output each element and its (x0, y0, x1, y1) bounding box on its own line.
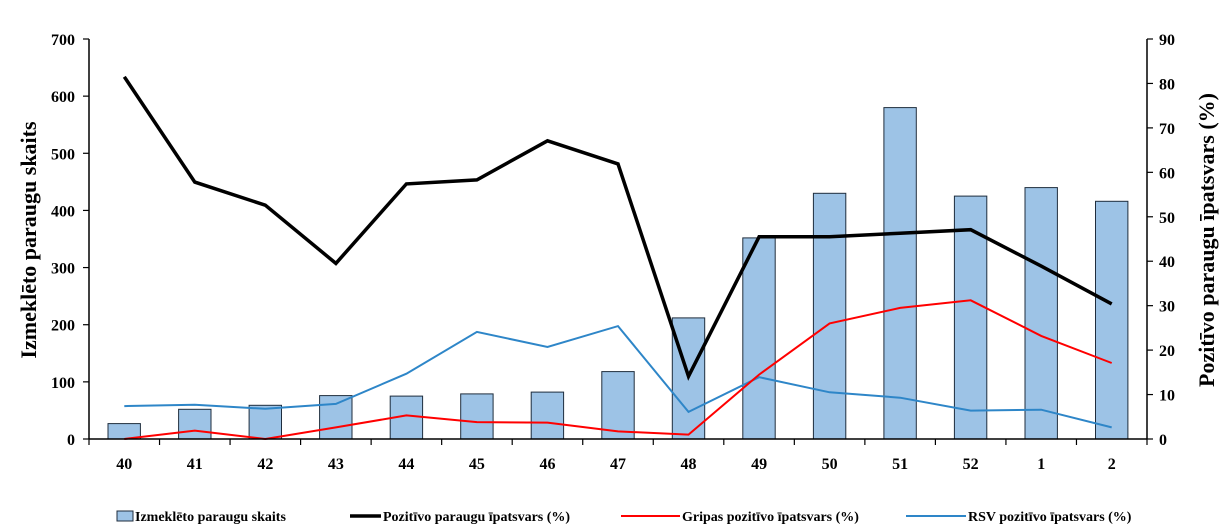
x-tick-label: 49 (751, 456, 767, 473)
y-right-tick-label: 90 (1159, 32, 1175, 49)
x-tick-label: 51 (892, 456, 908, 473)
y-right-tick-label: 0 (1159, 432, 1167, 449)
bar-47 (601, 371, 635, 440)
series-line-1 (124, 299, 1113, 441)
bar-51 (883, 107, 917, 440)
lines-layer (122, 75, 1113, 441)
x-tick-label: 40 (116, 456, 132, 473)
bar-43 (319, 395, 353, 440)
bar-50 (812, 192, 847, 440)
y-left-tick-label: 0 (67, 432, 75, 449)
bar-45 (460, 393, 494, 440)
x-tick-label: 2 (1108, 456, 1116, 473)
series-line-0 (122, 75, 1113, 381)
y-right-axis-title: Pozitīvo paraugu īpatsvars (%) (1194, 93, 1219, 387)
x-tick-label: 41 (187, 456, 203, 473)
y-right-tick-label: 80 (1159, 76, 1175, 93)
legend-label-bars: Izmeklēto paraugu skaits (135, 510, 286, 525)
x-tick-label: 1 (1037, 456, 1045, 473)
y-left-tick-label: 100 (51, 375, 75, 392)
bar-46 (530, 391, 565, 440)
y-right-tick-label: 20 (1159, 343, 1175, 360)
y-right-tick-label: 10 (1159, 388, 1175, 405)
y-right-tick-label: 50 (1159, 210, 1175, 227)
legend-swatch-bars (116, 510, 134, 522)
legend-label-line-0: Pozitīvo paraugu īpatsvars (%) (383, 510, 570, 525)
bar-41 (178, 408, 212, 440)
y-right-tick-label: 70 (1159, 121, 1175, 138)
x-tick-label: 45 (469, 456, 485, 473)
bar-2 (1095, 200, 1129, 440)
bar-49 (742, 237, 776, 440)
x-tick-label: 46 (539, 456, 555, 473)
y-left-axis-title: Izmeklēto paraugu skaits (16, 121, 41, 359)
x-tick-label: 48 (681, 456, 697, 473)
y-left-tick-label: 700 (51, 32, 75, 49)
x-tick-label: 43 (328, 456, 344, 473)
y-left-tick-label: 500 (51, 146, 75, 163)
y-left-tick-label: 400 (51, 203, 75, 220)
y-left-tick-label: 300 (51, 261, 75, 278)
x-tick-label: 50 (822, 456, 838, 473)
axes-layer: 0 100 200 300 400 500 600 700 0 10 20 30 40 50 60 70 80 9… (51, 32, 1175, 473)
x-tick-label: 42 (257, 456, 273, 473)
x-tick-label: 44 (398, 456, 414, 473)
x-tick-label: 52 (963, 456, 979, 473)
y-right-tick-label: 60 (1159, 165, 1175, 182)
y-right-tick-label: 40 (1159, 254, 1175, 271)
bar-52 (953, 195, 988, 440)
x-tick-label: 47 (610, 456, 626, 473)
y-left-tick-label: 200 (51, 318, 75, 335)
bar-1 (1024, 187, 1058, 440)
legend-label-line-1: Gripas pozitīvo īpatsvars (%) (682, 510, 859, 525)
y-left-tick-label: 600 (51, 89, 75, 106)
series-line-2 (124, 324, 1112, 429)
y-right-tick-label: 30 (1159, 299, 1175, 316)
legend-label-line-2: RSV pozitīvo īpatsvars (%) (968, 510, 1132, 525)
bar-42 (248, 404, 283, 440)
bars-layer (107, 107, 1129, 440)
legend: Izmeklēto paraugu skaits Pozitīvo paraugu… (116, 510, 1132, 525)
